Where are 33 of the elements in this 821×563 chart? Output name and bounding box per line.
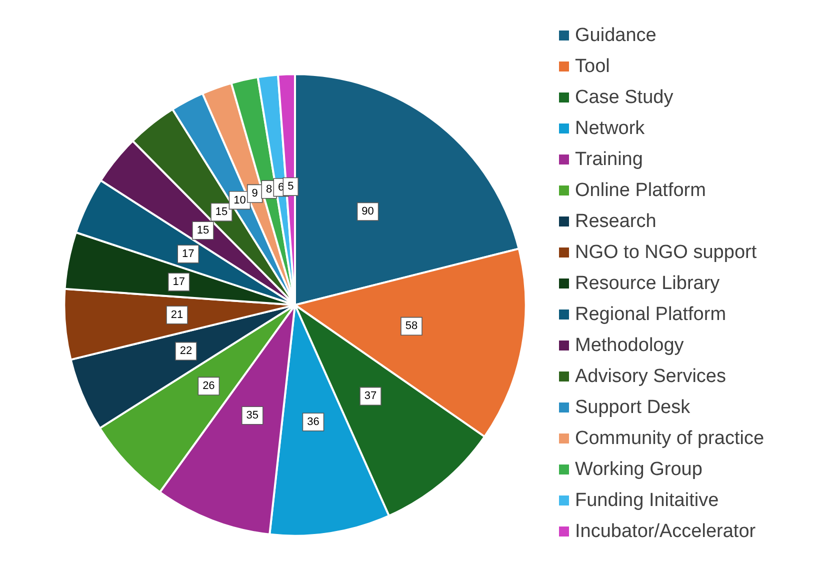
- data-label: 9: [252, 188, 258, 200]
- data-label: 35: [246, 409, 259, 422]
- data-label: 26: [202, 380, 215, 392]
- data-label: 36: [307, 416, 320, 428]
- legend-label: NGO to NGO support: [575, 242, 758, 263]
- data-label: 21: [170, 309, 184, 322]
- data-label: 5: [288, 180, 294, 193]
- legend-label: Methodology: [575, 335, 684, 356]
- legend-label: Research: [575, 211, 656, 232]
- legend-label: Resource Library: [575, 273, 720, 294]
- data-label: 37: [364, 390, 377, 402]
- data-label: 15: [196, 224, 210, 236]
- legend-label: Case Study: [575, 87, 674, 108]
- legend-label: Network: [575, 118, 646, 139]
- legend-label: Community of practice: [575, 428, 764, 449]
- legend-label: Training: [575, 149, 643, 170]
- legend-label: Working Group: [575, 459, 702, 480]
- data-label: 10: [234, 194, 246, 206]
- legend-label: Funding Initaitive: [575, 490, 719, 511]
- legend-label: Tool: [575, 56, 610, 77]
- legend-label: Regional Platform: [575, 304, 726, 325]
- data-label: 58: [405, 320, 418, 332]
- data-label: 17: [182, 248, 194, 260]
- legend-label: Advisory Services: [575, 366, 726, 387]
- data-label: 17: [172, 276, 185, 288]
- data-label: 8: [266, 183, 272, 196]
- legend-label: Guidance: [575, 25, 656, 46]
- data-label: 15: [215, 206, 228, 218]
- data-label: 90: [362, 206, 374, 218]
- legend-label: Support Desk: [575, 397, 691, 418]
- legend-label: Online Platform: [575, 180, 706, 201]
- legend-label: Incubator/Accelerator: [575, 521, 756, 542]
- data-label: 22: [180, 345, 192, 358]
